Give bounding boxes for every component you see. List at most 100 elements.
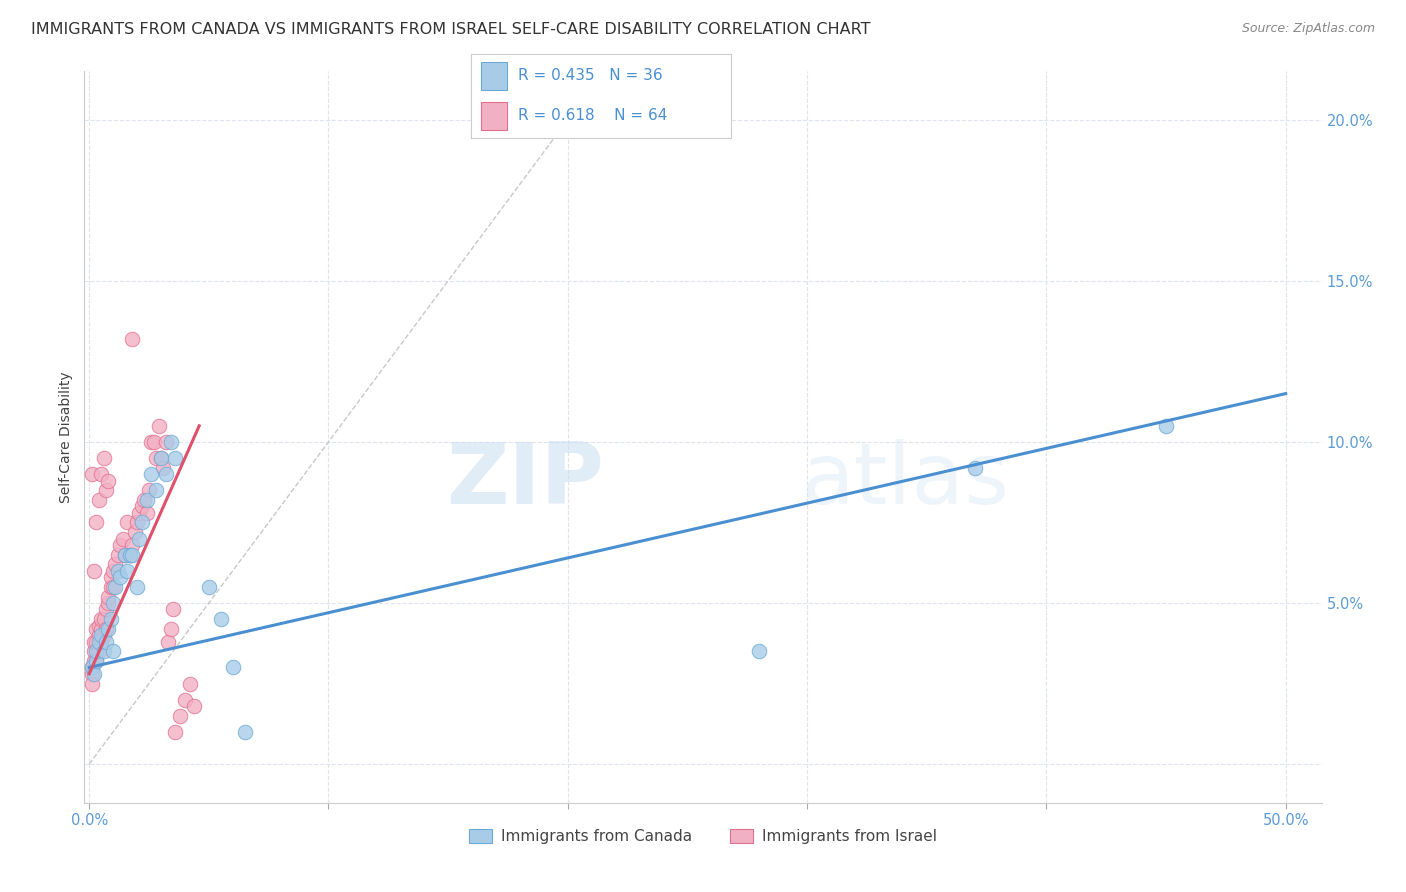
Point [128,506,150,520]
Point [86,634,108,648]
Point [125,516,148,530]
Point [80,676,103,690]
Point [157,634,180,648]
Point [135,492,157,507]
Point [155,434,177,449]
Point [165,450,187,465]
Point [131,500,153,514]
Point [104,558,127,572]
Point [121,548,143,562]
Text: Source: ZipAtlas.com: Source: ZipAtlas.com [1241,22,1375,36]
Point [118,548,141,562]
Point [86,644,108,658]
Point [131,516,153,530]
Point [183,699,205,714]
Point [90,634,112,648]
Point [97,622,120,636]
Point [93,450,115,465]
Point [963,460,986,475]
Point [159,434,181,449]
Point [125,580,148,594]
Text: IMMIGRANTS FROM CANADA VS IMMIGRANTS FROM ISRAEL SELF-CARE DISABILITY CORRELATIO: IMMIGRANTS FROM CANADA VS IMMIGRANTS FRO… [31,22,870,37]
Point [94,622,117,636]
Point [107,564,129,578]
Text: atlas: atlas [801,440,1010,523]
Point [97,596,120,610]
Point [100,612,122,626]
Point [83,564,105,578]
Point [118,548,141,562]
Text: R = 0.435   N = 36: R = 0.435 N = 36 [517,69,662,84]
Point [80,660,103,674]
Point [179,676,201,690]
Point [94,602,117,616]
Point [87,634,110,648]
Point [169,708,191,723]
Point [162,602,184,616]
Point [97,590,120,604]
Point [165,725,187,739]
Point [87,492,110,507]
Point [90,622,112,636]
Point [86,622,108,636]
Point [124,525,146,540]
Text: R = 0.618    N = 64: R = 0.618 N = 64 [517,108,668,123]
Point [83,634,105,648]
Point [141,434,163,449]
Point [83,654,105,668]
Point [128,532,150,546]
Point [107,548,129,562]
Point [114,548,136,562]
Point [94,483,117,498]
Point [145,450,167,465]
Point [121,332,143,346]
Point [110,538,132,552]
Point [114,548,136,562]
Point [117,564,139,578]
Point [100,580,122,594]
Point [100,570,122,584]
Point [149,450,172,465]
Point [90,612,112,626]
Point [121,538,143,552]
Point [90,467,112,482]
Legend: Immigrants from Canada, Immigrants from Israel: Immigrants from Canada, Immigrants from … [463,822,943,850]
Point [149,450,172,465]
Point [83,644,105,658]
Point [173,692,195,706]
Point [233,725,256,739]
Point [93,644,115,658]
Point [93,628,115,642]
Point [101,644,124,658]
Point [101,580,124,594]
Point [83,667,105,681]
Point [94,634,117,648]
Point [145,483,167,498]
Text: ZIP: ZIP [446,440,605,523]
Point [135,506,157,520]
Point [152,460,174,475]
Point [155,467,177,482]
Point [80,667,103,681]
Point [159,622,181,636]
Point [97,474,120,488]
Point [101,596,124,610]
Point [209,612,232,626]
Point [148,418,170,433]
Point [748,644,770,658]
Point [87,618,110,632]
Point [90,628,112,642]
Point [80,660,103,674]
Point [142,434,165,449]
Bar [481,62,508,90]
Point [93,612,115,626]
Point [87,644,110,658]
Point [101,564,124,578]
Point [111,532,134,546]
Point [104,580,127,594]
Point [86,516,108,530]
Y-axis label: Self-Care Disability: Self-Care Disability [59,371,73,503]
Point [198,580,221,594]
Point [110,570,132,584]
Point [86,654,108,668]
